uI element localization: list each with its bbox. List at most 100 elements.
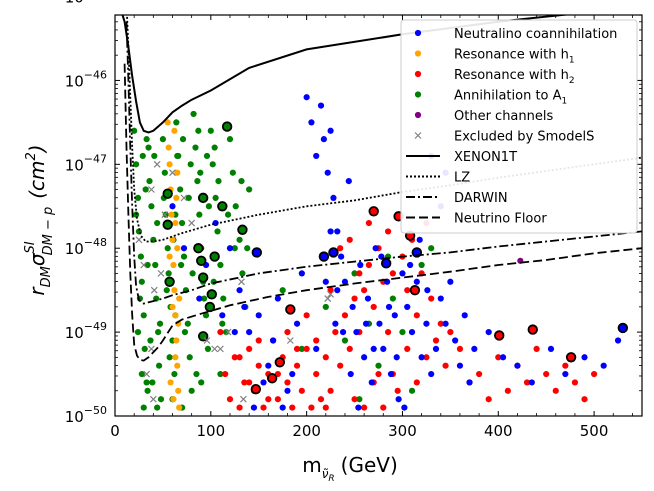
- point-neutralino: [385, 303, 393, 311]
- legend-label: Other channels: [454, 109, 553, 124]
- point-a1: [165, 270, 172, 277]
- point-a1: [140, 312, 147, 319]
- point-h2: [346, 345, 353, 352]
- point-neutralino: [241, 303, 248, 311]
- point-h2: [327, 287, 334, 294]
- excluded-marker: [153, 160, 161, 168]
- point-h2: [260, 404, 267, 411]
- point-a1: [173, 119, 180, 126]
- point-h2: [365, 261, 373, 269]
- point-h2: [289, 404, 296, 411]
- y-axis-title-unit-close: ): [25, 144, 49, 154]
- point-h1: [171, 287, 178, 294]
- point-a1: [198, 379, 205, 386]
- point-a1: [193, 370, 200, 378]
- y-tick-base: 10: [65, 72, 84, 90]
- y-axis-title-r-sub: DM: [39, 266, 54, 287]
- excluded-marker: [150, 286, 158, 294]
- point-a1: [144, 387, 151, 394]
- point-neutralino: [442, 320, 449, 327]
- y-tick-label: 10−48: [65, 236, 107, 258]
- point-a1: [192, 144, 199, 151]
- point-neutralino: [428, 370, 435, 378]
- point-neutralino: [338, 253, 345, 260]
- point-h2: [404, 345, 411, 352]
- y-axis-title-sigma: σ: [25, 252, 49, 266]
- legend-label: Excluded by SmodelS: [454, 130, 594, 145]
- point-h2: [562, 362, 569, 369]
- point-a1: [187, 161, 194, 168]
- point-h2: [236, 404, 243, 411]
- point-a1: [226, 136, 234, 143]
- y-axis-title-unit-sup: 2: [24, 152, 39, 160]
- point-h2: [337, 362, 344, 369]
- point-neutralino: [334, 287, 341, 294]
- point-neutralino: [274, 295, 281, 302]
- point-neutralino: [298, 270, 305, 277]
- point-neutralino: [387, 370, 395, 378]
- point-h2: [351, 396, 358, 403]
- legend-label: DARWIN: [454, 191, 508, 206]
- point-h2: [226, 396, 234, 403]
- point-neutralino: [361, 354, 368, 361]
- point-neutralino: [447, 278, 454, 285]
- point-neutralino: [416, 236, 423, 243]
- y-axis-title-sigma-sup: SI: [23, 241, 38, 253]
- point-h1: [175, 387, 182, 394]
- point-h2: [571, 379, 579, 386]
- point-neutralino: [341, 278, 349, 285]
- point-h2: [590, 370, 598, 378]
- point-neutralino: [424, 287, 431, 294]
- point-h1: [176, 295, 183, 302]
- point-h2: [303, 312, 310, 319]
- point-a1: [181, 329, 189, 336]
- legend-label-text: Other channels: [454, 109, 553, 124]
- point-a1: [179, 136, 187, 143]
- point-neutralino: [407, 261, 414, 269]
- point-a1: [190, 110, 197, 118]
- point-a1: [375, 362, 382, 369]
- legend-entry-neutralino: Neutralino coannihilation: [414, 27, 617, 42]
- legend-label: XENON1T: [454, 150, 517, 165]
- point-neutralino: [327, 228, 334, 235]
- point-a1: [157, 396, 165, 403]
- point-neutralino: [364, 295, 372, 302]
- point-a1: [142, 186, 149, 193]
- highlighted-point: [193, 243, 204, 254]
- y-axis-title-sigma-sub: DM − p: [41, 207, 56, 256]
- point-a1: [152, 261, 159, 269]
- point-h2: [217, 329, 224, 336]
- point-neutralino: [260, 379, 267, 386]
- point-h1: [166, 253, 173, 260]
- point-a1: [155, 329, 162, 336]
- point-h2: [298, 387, 305, 394]
- point-a1: [214, 228, 221, 235]
- scatter-points: [131, 94, 629, 411]
- legend-entry-darwin: DARWIN: [406, 191, 508, 206]
- point-a1: [131, 127, 138, 134]
- point-a1: [164, 245, 171, 252]
- x-axis-title: mν̃R (GeV): [302, 453, 398, 484]
- legend-label-text: LZ: [454, 171, 470, 186]
- legend-marker: [414, 132, 422, 139]
- legend-label-sub: 1: [569, 56, 575, 66]
- point-h2: [533, 345, 540, 352]
- excluded-marker: [203, 337, 211, 344]
- point-neutralino: [293, 320, 301, 327]
- point-a1: [202, 312, 210, 319]
- point-h2: [356, 270, 363, 277]
- x-axis-title-sub: ν̃: [322, 467, 329, 481]
- excluded-markers: [135, 160, 335, 403]
- point-neutralino: [339, 329, 347, 336]
- point-h2: [389, 270, 396, 277]
- legend-entry-excluded: Excluded by SmodelS: [414, 130, 594, 145]
- point-a1: [428, 245, 435, 252]
- point-a1: [194, 178, 201, 185]
- point-h2: [246, 345, 253, 352]
- legend-marker: [414, 50, 422, 57]
- point-neutralino: [485, 329, 492, 336]
- excluded-marker: [327, 290, 335, 298]
- point-neutralino: [219, 312, 226, 319]
- point-neutralino: [347, 370, 354, 378]
